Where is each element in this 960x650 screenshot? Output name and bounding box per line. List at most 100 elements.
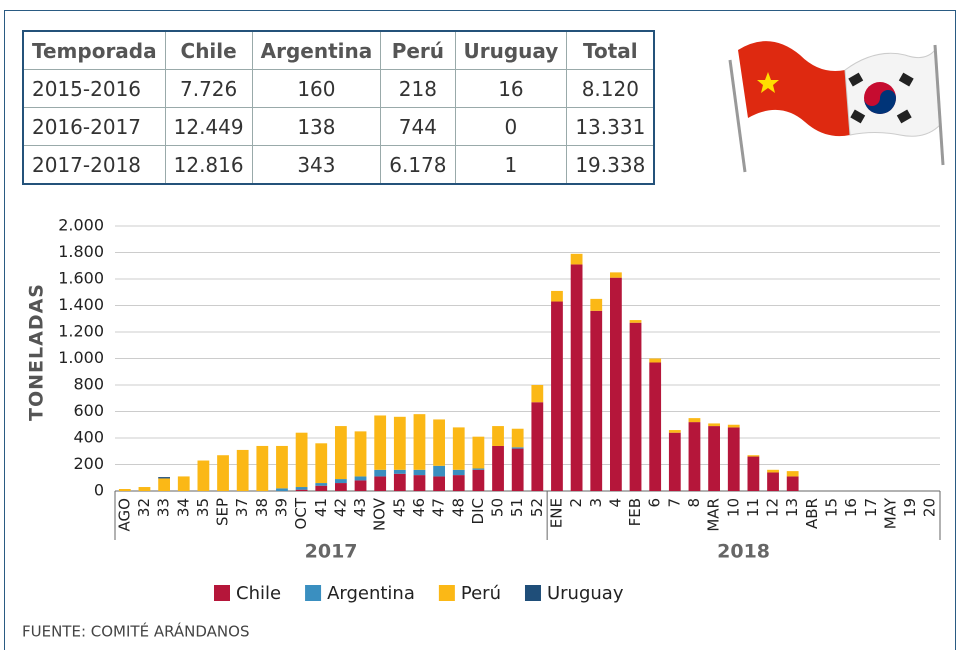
x-tick-label: 45	[390, 498, 408, 517]
bar-segment	[610, 277, 622, 491]
bar-segment	[610, 272, 622, 278]
y-tick-label: 1.400	[58, 295, 104, 314]
bar-segment	[315, 483, 328, 486]
x-tick-label: 15	[822, 498, 840, 517]
bar-segment	[551, 301, 563, 491]
x-tick-label: 33	[155, 498, 173, 517]
bar-segment	[786, 471, 799, 477]
y-tick-label: 1.000	[58, 348, 104, 367]
bar-segment	[393, 416, 406, 470]
x-tick-label: 42	[331, 498, 349, 517]
bar-segment	[708, 423, 720, 427]
bar-segment	[786, 476, 799, 491]
bar-segment	[295, 489, 308, 491]
bar-segment	[158, 477, 170, 479]
x-tick-label: 48	[449, 498, 467, 517]
x-tick-label: MAR	[705, 498, 723, 532]
legend-item: Perú	[438, 583, 501, 604]
legend-label: Argentina	[327, 583, 415, 604]
x-group-label: 2017	[305, 541, 358, 563]
header-cell: Perú	[380, 30, 456, 70]
x-group-label: 2018	[717, 541, 770, 563]
y-tick-label: 600	[73, 401, 104, 420]
x-tick-label: NOV	[371, 497, 389, 531]
bar-segment	[472, 468, 485, 470]
frame	[4, 10, 956, 650]
data-table: Temporada Chile Argentina Perú Uruguay Total 2…	[22, 30, 656, 185]
x-tick-label: 20	[921, 498, 939, 517]
bar-segment	[374, 476, 387, 491]
bar-segment	[158, 478, 170, 491]
bar-segment	[511, 428, 524, 448]
x-tick-label: MAY	[881, 497, 899, 529]
y-tick-label: 200	[73, 454, 104, 473]
bar-segment	[177, 476, 190, 491]
bar-segment	[374, 415, 387, 470]
x-tick-label: 38	[253, 498, 271, 517]
bar-segment	[413, 475, 426, 491]
y-tick-label: 2.000	[58, 216, 104, 235]
bar-segment	[590, 298, 603, 311]
bar-segment	[472, 436, 485, 469]
bar-segment	[236, 449, 249, 491]
bar-segment	[570, 253, 583, 265]
table-cell: 8.120	[566, 69, 655, 108]
y-tick-label: 0	[94, 481, 104, 500]
bar-segment	[335, 426, 347, 480]
x-tick-label: 35	[194, 498, 212, 517]
table-cell: 0	[454, 107, 568, 146]
bar-segment	[551, 290, 563, 302]
x-tick-label: 52	[528, 498, 546, 517]
bar-segment	[531, 402, 544, 491]
y-tick-label: 400	[73, 428, 104, 447]
x-tick-label: 11	[744, 498, 762, 517]
x-tick-label: 17	[862, 498, 880, 517]
bar-segment	[197, 460, 210, 491]
x-tick-label: 41	[312, 498, 330, 517]
x-tick-label: 37	[233, 498, 251, 517]
table-cell: 343	[251, 145, 382, 185]
table-cell: 13.331	[566, 107, 655, 146]
bar-segment	[276, 488, 288, 491]
bar-segment	[315, 443, 328, 484]
x-tick-label: 51	[508, 498, 526, 517]
y-tick-label: 800	[73, 375, 104, 394]
table-cell: 19.338	[566, 145, 655, 185]
bar-segment	[767, 469, 779, 473]
bar-segment	[629, 320, 642, 323]
bar-segment	[688, 422, 701, 491]
header-cell: Total	[566, 30, 655, 70]
bar-segment	[315, 485, 328, 491]
x-tick-label: 13	[783, 498, 801, 517]
x-tick-label: 3	[587, 498, 605, 508]
x-tick-label: 2	[567, 498, 585, 508]
table-cell: 138	[251, 107, 382, 146]
bar-segment	[433, 476, 445, 491]
x-tick-label: AGO	[115, 498, 133, 531]
table-cell: 218	[380, 69, 456, 108]
bar-segment	[393, 473, 406, 491]
bar-segment	[629, 322, 642, 491]
table-cell: 1	[454, 145, 568, 185]
bar-segment	[256, 445, 269, 491]
bar-segment	[708, 426, 720, 491]
bar-segment	[727, 424, 740, 428]
bar-segment	[492, 426, 504, 446]
x-tick-label: 19	[901, 498, 919, 517]
legend-item: Chile	[214, 583, 281, 604]
x-tick-label: 43	[351, 498, 369, 517]
table-row: 2017-2018 12.816 343 6.178 1 19.338	[22, 145, 655, 185]
bar-segment	[354, 431, 367, 477]
header-cell: Uruguay	[454, 30, 568, 70]
legend-label: Uruguay	[547, 583, 624, 604]
bar-segment	[276, 445, 288, 489]
bar-segment	[747, 455, 760, 457]
x-tick-label: 50	[489, 498, 507, 517]
legend-swatch	[214, 585, 230, 601]
bar-segment	[531, 385, 544, 403]
header-cell: Chile	[164, 30, 253, 70]
header-cell: Temporada	[22, 30, 166, 70]
bar-segment	[452, 475, 465, 491]
